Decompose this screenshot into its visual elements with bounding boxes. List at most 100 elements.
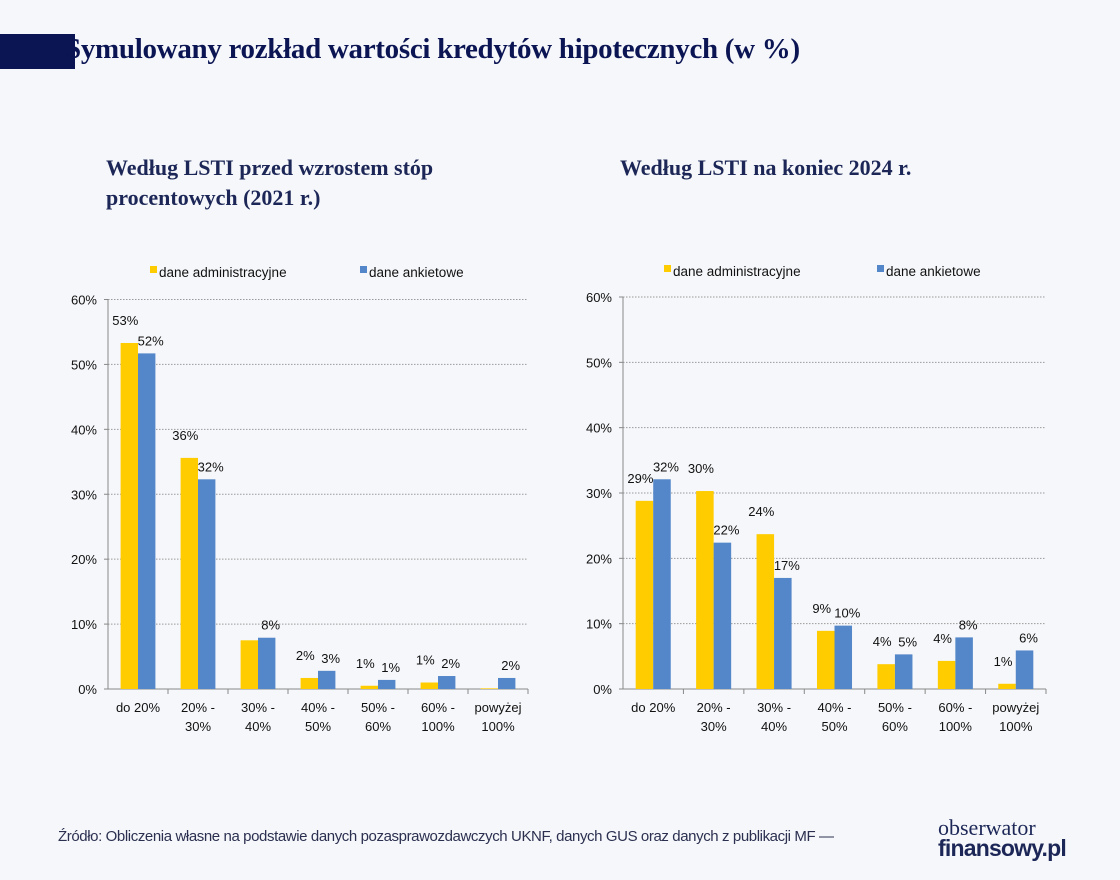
y-tick-label: 0% bbox=[593, 682, 612, 697]
x-tick-label: 100% bbox=[939, 719, 973, 734]
data-label: 2% bbox=[296, 648, 315, 663]
bar-ankietowe bbox=[834, 625, 853, 689]
data-label: 52% bbox=[138, 333, 164, 348]
title-accent-bar bbox=[0, 34, 75, 69]
data-label: 30% bbox=[688, 461, 714, 476]
x-tick-label: 50% - bbox=[361, 700, 395, 715]
data-label: 24% bbox=[748, 504, 774, 519]
data-label: 32% bbox=[198, 459, 224, 474]
x-tick-label: do 20% bbox=[631, 700, 676, 715]
x-tick-label: powyżej bbox=[992, 700, 1039, 715]
bar-ankietowe bbox=[198, 479, 216, 689]
data-label: 53% bbox=[112, 313, 138, 328]
x-tick-label: 30% bbox=[185, 719, 211, 734]
legend-swatch bbox=[877, 265, 884, 272]
chart-2-title: Według LSTI na koniec 2024 r. bbox=[620, 155, 912, 180]
bar-ankietowe bbox=[653, 479, 671, 689]
x-tick-label: do 20% bbox=[116, 700, 161, 715]
bar-ankietowe bbox=[438, 676, 456, 689]
bar-administracyjne bbox=[120, 342, 138, 689]
bar-administracyjne bbox=[756, 534, 775, 689]
x-tick-label: 60% bbox=[365, 719, 391, 734]
data-label: 2% bbox=[501, 658, 520, 673]
legend-label: dane administracyjne bbox=[159, 265, 287, 280]
bar-ankietowe bbox=[713, 542, 732, 689]
x-tick-label: 50% - bbox=[878, 700, 912, 715]
x-tick-label: 30% - bbox=[241, 700, 275, 715]
legend-label: dane ankietowe bbox=[369, 265, 464, 280]
legend-label: dane ankietowe bbox=[886, 264, 981, 279]
legend-swatch bbox=[150, 266, 157, 273]
bar-administracyjne bbox=[360, 685, 378, 689]
bar-administracyjne bbox=[635, 500, 654, 689]
x-tick-label: 40% - bbox=[301, 700, 335, 715]
data-label: 6% bbox=[1019, 630, 1038, 645]
data-label: 8% bbox=[959, 617, 978, 632]
legend-label: dane administracyjne bbox=[673, 264, 801, 279]
legend-swatch bbox=[664, 265, 671, 272]
data-label: 1% bbox=[356, 656, 375, 671]
bar-administracyjne bbox=[877, 664, 895, 689]
x-tick-label: 30% bbox=[701, 719, 727, 734]
source-note: Źródło: Obliczenia własne na podstawie d… bbox=[58, 828, 834, 845]
bar-administracyjne bbox=[937, 660, 956, 689]
data-label: 1% bbox=[381, 660, 400, 675]
x-tick-label: 30% - bbox=[757, 700, 791, 715]
data-label: 5% bbox=[898, 634, 917, 649]
y-tick-label: 40% bbox=[586, 421, 612, 436]
data-label: 3% bbox=[321, 651, 340, 666]
bar-ankietowe bbox=[1015, 650, 1034, 689]
data-label: 10% bbox=[834, 606, 860, 621]
bar-administracyjne bbox=[300, 677, 318, 689]
logo-line2: finansowy.pl bbox=[938, 835, 1067, 861]
bar-ankietowe bbox=[894, 654, 913, 689]
x-tick-label: 100% bbox=[481, 719, 515, 734]
x-tick-label: 40% - bbox=[818, 700, 852, 715]
x-tick-label: 50% bbox=[821, 719, 847, 734]
bar-ankietowe bbox=[378, 679, 396, 689]
logo: obserwator finansowy.pl bbox=[938, 815, 1067, 861]
y-tick-label: 10% bbox=[586, 617, 612, 632]
data-label: 29% bbox=[627, 471, 653, 486]
data-label: 36% bbox=[172, 428, 198, 443]
bar-administracyjne bbox=[696, 491, 714, 689]
x-tick-label: 40% bbox=[761, 719, 787, 734]
data-label: 4% bbox=[873, 634, 892, 649]
bar-ankietowe bbox=[318, 670, 336, 689]
y-tick-label: 10% bbox=[71, 617, 97, 632]
x-tick-label: powyżej bbox=[475, 700, 522, 715]
data-label: 2% bbox=[441, 656, 460, 671]
bar-ankietowe bbox=[774, 577, 792, 689]
x-tick-label: 100% bbox=[421, 719, 455, 734]
x-tick-label: 20% - bbox=[181, 700, 215, 715]
data-label: 8% bbox=[261, 618, 280, 633]
bar-administracyjne bbox=[816, 630, 835, 689]
bar-ankietowe bbox=[138, 353, 156, 689]
x-tick-label: 50% bbox=[305, 719, 331, 734]
legend-swatch bbox=[360, 266, 367, 273]
chart-1-title: Według LSTI przed wzrostem stóp procento… bbox=[106, 155, 434, 210]
y-tick-label: 50% bbox=[586, 355, 612, 370]
data-label: 9% bbox=[812, 601, 831, 616]
y-tick-label: 60% bbox=[71, 293, 97, 308]
x-tick-label: 20% - bbox=[697, 700, 731, 715]
y-tick-label: 30% bbox=[586, 486, 612, 501]
y-tick-label: 40% bbox=[71, 422, 97, 437]
y-tick-label: 20% bbox=[586, 551, 612, 566]
data-label: 1% bbox=[416, 653, 435, 668]
bar-administracyjne bbox=[420, 682, 438, 689]
data-label: 22% bbox=[713, 523, 739, 538]
data-label: 32% bbox=[653, 459, 679, 474]
x-tick-label: 40% bbox=[245, 719, 271, 734]
bar-ankietowe bbox=[498, 677, 516, 689]
x-tick-label: 60% - bbox=[938, 700, 972, 715]
page-title: Symulowany rozkład wartości kredytów hip… bbox=[65, 33, 800, 65]
logo-line1: obserwator bbox=[938, 815, 1036, 840]
bar-administracyjne bbox=[180, 457, 198, 689]
x-tick-label: 60% - bbox=[421, 700, 455, 715]
data-label: 17% bbox=[774, 558, 800, 573]
bar-ankietowe bbox=[955, 637, 973, 689]
y-tick-label: 60% bbox=[586, 290, 612, 305]
data-label: 4% bbox=[933, 631, 952, 646]
